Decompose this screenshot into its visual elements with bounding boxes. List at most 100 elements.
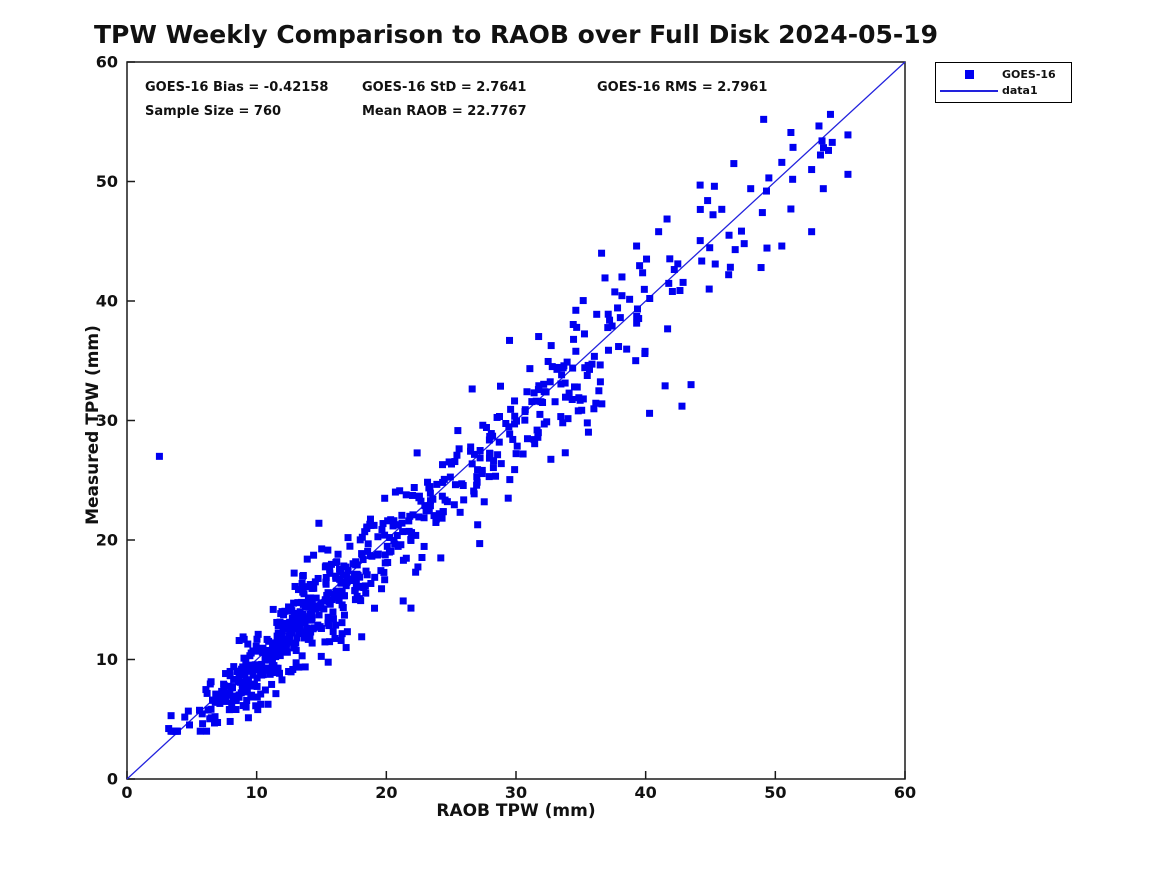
scatter-point: [277, 610, 285, 618]
scatter-point: [473, 473, 481, 481]
scatter-point: [663, 215, 671, 223]
scatter-point: [352, 580, 360, 588]
scatter-point: [438, 492, 446, 500]
scatter-point: [726, 263, 734, 271]
scatter-point: [254, 630, 262, 638]
scatter-point: [381, 551, 389, 559]
x-tick-label: 40: [635, 783, 657, 802]
legend-square-marker-icon: [964, 70, 974, 79]
scatter-point: [808, 228, 816, 236]
scatter-point: [347, 577, 355, 585]
scatter-point: [787, 129, 795, 137]
scatter-point: [623, 345, 631, 353]
scatter-point: [474, 466, 482, 474]
scatter-point: [596, 378, 604, 386]
y-tick-label: 30: [96, 411, 118, 430]
scatter-point: [329, 608, 337, 616]
scatter-point: [639, 269, 647, 277]
scatter-point: [705, 285, 713, 293]
scatter-point: [265, 637, 273, 645]
scatter-point: [532, 397, 540, 405]
scatter-point: [641, 350, 649, 358]
scatter-point: [215, 696, 223, 704]
scatter-point: [356, 536, 364, 544]
scatter-point: [276, 652, 284, 660]
scatter-point: [417, 497, 425, 505]
scatter-point: [290, 599, 298, 607]
y-axis-label: Measured TPW (mm): [83, 325, 103, 525]
scatter-point: [420, 542, 428, 550]
scatter-point: [393, 532, 401, 540]
scatter-point: [306, 610, 314, 618]
scatter-point: [207, 705, 215, 713]
scatter-point: [412, 531, 420, 539]
scatter-point: [561, 393, 569, 401]
scatter-point: [568, 395, 576, 403]
scatter-point: [618, 292, 626, 300]
scatter-point: [427, 497, 435, 505]
scatter-point: [340, 562, 348, 570]
scatter-point: [279, 620, 287, 628]
scatter-point: [574, 407, 582, 415]
scatter-point: [504, 494, 512, 502]
scatter-point: [199, 720, 207, 728]
scatter-point: [220, 681, 228, 689]
scatter-point: [778, 242, 786, 250]
scatter-point: [548, 363, 556, 371]
scatter-point: [511, 466, 519, 474]
scatter-point: [418, 553, 426, 561]
scatter-point: [326, 565, 334, 573]
scatter-point: [269, 605, 277, 613]
scatter-point: [446, 473, 454, 481]
scatter-point: [535, 382, 543, 390]
scatter-point: [633, 305, 641, 313]
scatter-point: [332, 558, 340, 566]
scatter-point: [432, 518, 440, 526]
scatter-point: [828, 138, 836, 146]
scatter-point: [390, 537, 398, 545]
scatter-point: [277, 646, 285, 654]
scatter-point: [540, 388, 548, 396]
scatter-point: [539, 398, 547, 406]
scatter-point: [223, 691, 231, 699]
scatter-point: [378, 585, 386, 593]
scatter-point: [646, 409, 654, 417]
scatter-point: [765, 174, 773, 182]
scatter-point: [523, 435, 531, 443]
scatter-point: [725, 231, 733, 239]
scatter-point: [350, 570, 358, 578]
scatter-point: [480, 498, 488, 506]
scatter-point: [295, 612, 303, 620]
scatter-point: [226, 672, 234, 680]
scatter-point: [326, 569, 334, 577]
scatter-point: [581, 364, 589, 372]
scatter-point: [364, 547, 372, 555]
scatter-point: [253, 682, 261, 690]
scatter-point: [298, 652, 306, 660]
scatter-point: [399, 597, 407, 605]
scatter-point: [387, 547, 395, 555]
scatter-point: [512, 450, 520, 458]
scatter-point: [399, 556, 407, 564]
scatter-point: [351, 586, 359, 594]
scatter-point: [509, 435, 517, 443]
scatter-point: [292, 659, 300, 667]
scatter-point: [203, 689, 211, 697]
scatter-point: [407, 535, 415, 543]
scatter-point: [534, 429, 542, 437]
scatter-point: [195, 706, 203, 714]
scatter-point: [409, 511, 417, 519]
scatter-point: [206, 715, 214, 723]
scatter-point: [374, 533, 382, 541]
scatter-point: [167, 712, 175, 720]
scatter-point: [456, 508, 464, 516]
scatter-point: [399, 528, 407, 536]
scatter-point: [249, 671, 257, 679]
scatter-point: [606, 316, 614, 324]
scatter-point: [394, 542, 402, 550]
scatter-point: [405, 517, 413, 525]
scatter-point: [584, 428, 592, 436]
scatter-point: [310, 551, 318, 559]
scatter-point: [557, 380, 565, 388]
scatter-point: [476, 454, 484, 462]
